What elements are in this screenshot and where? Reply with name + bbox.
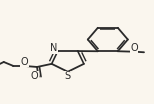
Text: O: O bbox=[21, 57, 28, 67]
Text: N: N bbox=[50, 43, 58, 53]
Text: O: O bbox=[130, 43, 138, 53]
Text: O: O bbox=[31, 71, 38, 81]
Text: S: S bbox=[65, 71, 71, 81]
